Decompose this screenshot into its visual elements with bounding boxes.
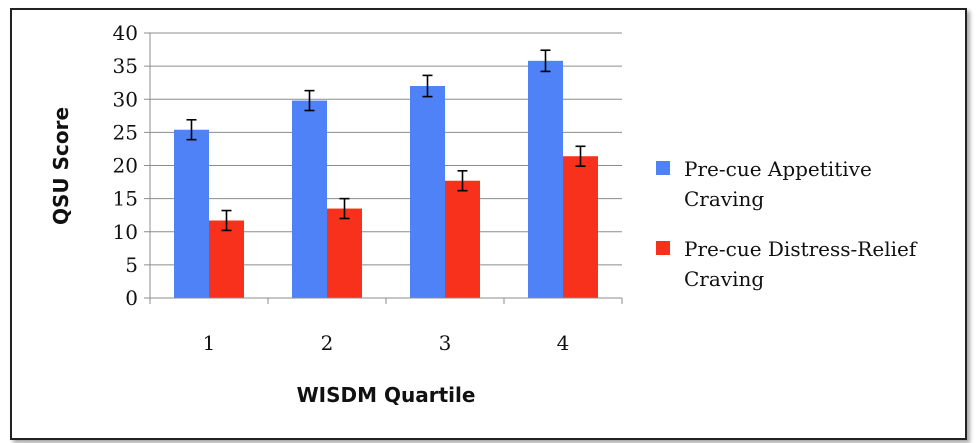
bar-s0-c1 xyxy=(174,129,209,298)
bar-s1-c4 xyxy=(563,156,598,298)
x-tick-label-4: 4 xyxy=(557,331,570,355)
x-tick-labels: 1 2 3 4 xyxy=(203,331,570,355)
bar-s0-c3 xyxy=(410,86,445,298)
legend: Pre-cue Appetitive Craving Pre-cue Distres… xyxy=(656,157,918,291)
bar-s0-c2 xyxy=(292,100,327,298)
y-tick-label-0: 0 xyxy=(125,286,138,310)
bar-s1-c1 xyxy=(209,220,244,298)
y-tick-label-10: 10 xyxy=(113,220,138,244)
bars xyxy=(174,60,598,299)
legend-label-1-line-0: Pre-cue Distress-Relief xyxy=(684,237,918,261)
x-axis-title: WISDM Quartile xyxy=(297,383,476,407)
y-tick-label-40: 40 xyxy=(113,21,138,45)
chart-frame xyxy=(10,8,967,440)
legend-swatch-1 xyxy=(656,241,670,255)
bar-s1-c3 xyxy=(445,180,480,298)
legend-label-0-line-1: Craving xyxy=(684,187,764,211)
legend-swatch-0 xyxy=(656,161,670,175)
y-tick-labels: 0 5 10 15 20 25 30 35 40 xyxy=(113,21,138,310)
legend-label-0-line-0: Pre-cue Appetitive xyxy=(684,157,872,181)
y-tick-label-15: 15 xyxy=(113,187,138,211)
x-tick-label-3: 3 xyxy=(439,331,452,355)
y-tick-label-25: 25 xyxy=(113,120,138,144)
legend-label-1-line-1: Craving xyxy=(684,267,764,291)
y-axis-title: QSU Score xyxy=(49,107,73,225)
error-bars xyxy=(186,49,586,232)
bar-s0-c4 xyxy=(528,60,563,299)
x-tick-label-2: 2 xyxy=(321,331,334,355)
y-tick-label-35: 35 xyxy=(113,54,138,78)
y-tick-label-20: 20 xyxy=(113,154,138,178)
bar-s1-c2 xyxy=(327,208,362,298)
x-tick-label-1: 1 xyxy=(203,331,216,355)
y-tick-label-5: 5 xyxy=(125,253,138,277)
axes xyxy=(144,32,623,304)
y-tick-label-30: 30 xyxy=(113,87,138,111)
